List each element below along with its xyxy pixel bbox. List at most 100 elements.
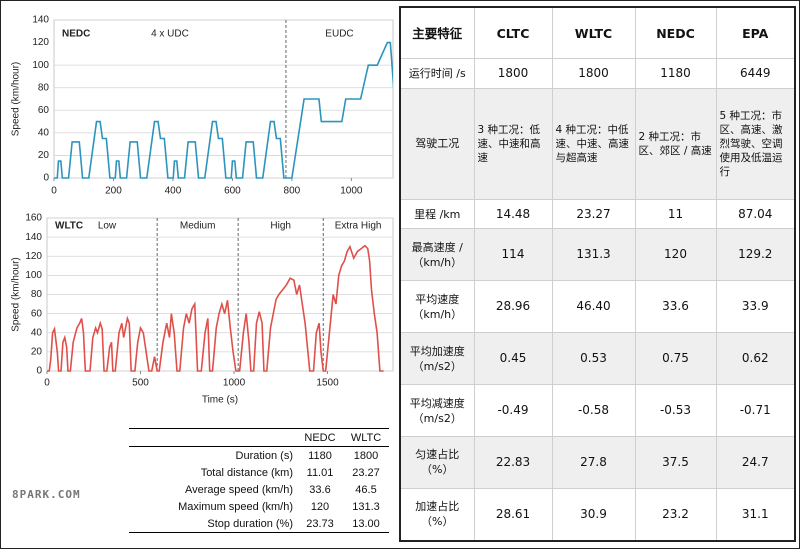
x-tick-label: 400 xyxy=(165,186,182,197)
value-cell: -0.49 xyxy=(473,384,553,437)
chart-title: NEDC xyxy=(62,29,90,40)
value-cell: 120 xyxy=(310,500,330,513)
x-tick-label: 500 xyxy=(132,378,149,389)
y-tick-label: 120 xyxy=(25,251,42,262)
x-tick-label: 1500 xyxy=(316,378,339,389)
y-tick-label: 100 xyxy=(25,270,42,281)
y-tick-label: 0 xyxy=(36,366,42,377)
y-tick-label: 60 xyxy=(38,105,50,116)
y-tick-label: 0 xyxy=(43,173,49,184)
y-tick-label: 140 xyxy=(32,15,49,26)
label-cell: 加速占比（%） xyxy=(399,487,475,542)
label-cell: Stop duration (%) xyxy=(129,515,297,533)
y-axis-label: Speed (km/hour) xyxy=(11,62,22,136)
header-row: NEDC WLTC xyxy=(129,428,389,447)
value-cell: 23.27 xyxy=(352,466,380,479)
row: 里程 /km 14.48 23.27 11 87.04 xyxy=(399,198,796,230)
value-cell: 120 xyxy=(634,228,717,282)
value-cell: 46.40 xyxy=(551,280,636,334)
value-cell: 23.2 xyxy=(634,487,717,542)
value-cell: 13.00 xyxy=(343,515,389,533)
value-cell: 0.45 xyxy=(473,332,553,386)
x-tick-label: 200 xyxy=(105,186,122,197)
label-cell: 平均加速度（m/s2） xyxy=(399,332,475,386)
value-cell: 0.53 xyxy=(551,332,636,386)
value-cell: 33.6 xyxy=(309,483,331,496)
value-cell: 11.01 xyxy=(306,466,334,479)
chart-title: WLTC xyxy=(55,221,83,232)
y-tick-label: 40 xyxy=(31,327,43,338)
value-cell: 1800 xyxy=(473,58,553,89)
row: 运行时间 /s 1800 1800 1180 6449 xyxy=(399,58,796,89)
value-cell: 28.61 xyxy=(473,487,553,542)
header-cell: WLTC xyxy=(343,428,389,447)
header-cell: NEDC xyxy=(634,6,717,59)
value-cell: 3 种工况：低速、中速和高速 xyxy=(473,87,553,200)
row: 平均加速度（m/s2） 0.45 0.53 0.75 0.62 xyxy=(399,332,796,386)
value-cell: 0.62 xyxy=(715,332,796,386)
y-tick-label: 40 xyxy=(38,127,50,138)
y-axis-label: Speed (km/hour) xyxy=(11,257,22,331)
x-tick-label: 1000 xyxy=(223,378,246,389)
speed-line xyxy=(54,41,393,179)
y-tick-label: 80 xyxy=(31,289,43,300)
y-tick-label: 80 xyxy=(38,82,50,93)
phase-band xyxy=(55,24,392,44)
value-cell: 30.9 xyxy=(551,487,636,542)
value-cell: 129.2 xyxy=(715,228,796,282)
y-tick-label: 100 xyxy=(32,60,49,71)
phase-label: Low xyxy=(98,221,117,232)
value-cell: -0.58 xyxy=(551,384,636,437)
y-tick-label: 20 xyxy=(38,150,50,161)
label-cell: 驾驶工况 xyxy=(399,87,475,200)
label-cell: 平均减速度（m/s2） xyxy=(399,384,475,437)
value-cell: -0.71 xyxy=(715,384,796,437)
value-cell: 1800 xyxy=(551,58,636,89)
header-cell xyxy=(129,428,297,447)
phase-label: Extra High xyxy=(335,221,382,232)
value-cell: 23.27 xyxy=(551,198,636,230)
row: Maximum speed (km/h) 120 131.3 xyxy=(129,498,389,515)
value-cell: 0.75 xyxy=(634,332,717,386)
header-row: 主要特征 CLTC WLTC NEDC EPA xyxy=(399,6,796,59)
value-cell: 37.5 xyxy=(634,435,717,489)
value-cell: 33.6 xyxy=(634,280,717,334)
label-cell: 匀速占比（%） xyxy=(399,435,475,489)
header-cell: WLTC xyxy=(551,6,636,59)
value-cell: 31.1 xyxy=(715,487,796,542)
value-cell: 2 种工况：市区、郊区 / 高速 xyxy=(634,87,717,200)
header-cell: EPA xyxy=(715,6,796,59)
speed-line xyxy=(47,244,384,372)
header-cell: 主要特征 xyxy=(399,6,475,59)
value-cell: 28.96 xyxy=(473,280,553,334)
value-cell: 24.7 xyxy=(715,435,796,489)
row: Duration (s) 1180 1800 xyxy=(129,447,389,465)
header-cell: CLTC xyxy=(473,6,553,59)
row: 驾驶工况 3 种工况：低速、中速和高速 4 种工况：中低速、中速、高速与超高速 2 种… xyxy=(399,87,796,200)
value-cell: 131.3 xyxy=(551,228,636,282)
value-cell: 114 xyxy=(473,228,553,282)
x-tick-label: 800 xyxy=(284,186,301,197)
value-cell: 46.5 xyxy=(355,483,377,496)
value-cell: 87.04 xyxy=(715,198,796,230)
label-cell: 最高速度 /（km/h） xyxy=(399,228,475,282)
label-cell: Average speed (km/h) xyxy=(184,483,293,496)
row: Stop duration (%) 23.73 13.00 xyxy=(129,515,389,533)
x-tick-label: 600 xyxy=(224,186,241,197)
label-cell: 平均速度（km/h） xyxy=(399,280,475,334)
value-cell: 27.8 xyxy=(551,435,636,489)
label-cell: Total distance (km) xyxy=(200,466,293,479)
value-cell: -0.53 xyxy=(634,384,717,437)
row: Total distance (km) 11.01 23.27 xyxy=(129,464,389,481)
label-cell: 运行时间 /s xyxy=(399,58,475,89)
value-cell: 5 种工况：市区、高速、激烈驾驶、空调使用及低温运行 xyxy=(715,87,796,200)
charts: 0 20 40 60 80 100 120 140 0 200 400 600 800 1000 Speed… xyxy=(11,15,394,406)
value-cell: 14.48 xyxy=(473,198,553,230)
left-panel: 0 20 40 60 80 100 120 140 0 200 400 600 800 1000 Speed… xyxy=(4,4,396,544)
comparison-table: 主要特征 CLTC WLTC NEDC EPA 运行时间 /s 1800 1800 1180 64… xyxy=(399,6,796,542)
phase-label: Medium xyxy=(180,221,216,232)
y-tick-label: 120 xyxy=(32,37,49,48)
value-cell: 22.83 xyxy=(473,435,553,489)
value-cell: 1800 xyxy=(353,449,379,462)
